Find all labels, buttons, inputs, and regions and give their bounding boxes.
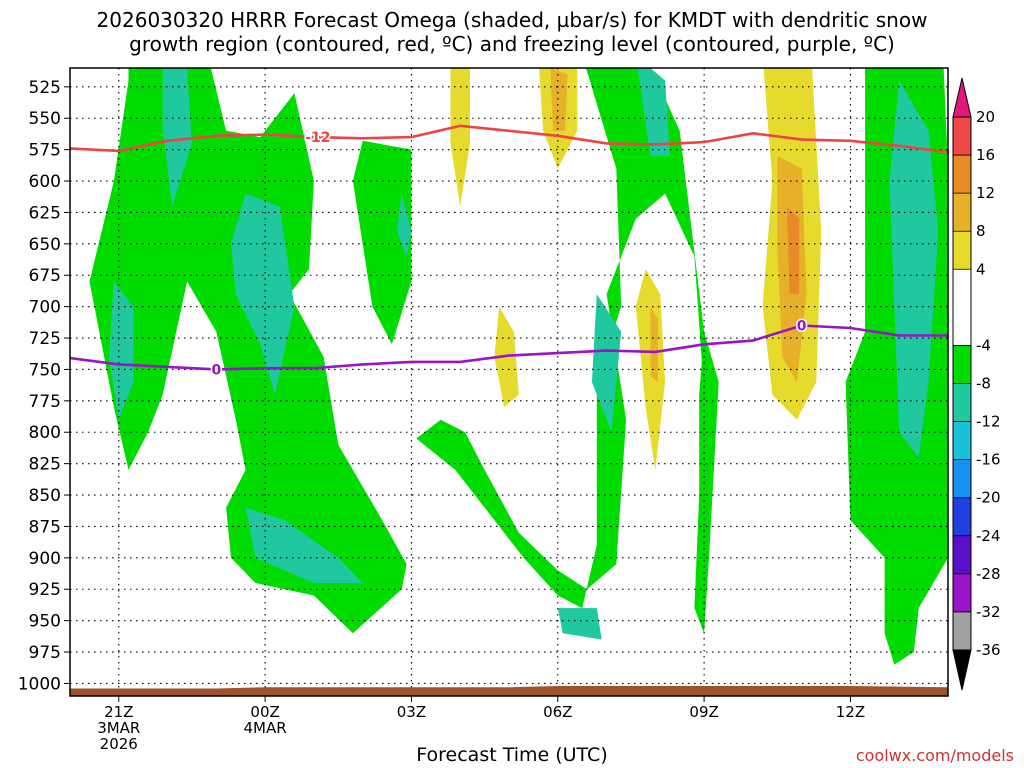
gridlines [70,68,948,696]
y-tick-label: 650 [29,235,61,255]
x-axis-title: Forecast Time (UTC) [416,744,608,766]
colorbar-label: 8 [976,222,986,240]
y-tick-label: 1000 [18,674,61,694]
contour-label: -12 [305,130,330,146]
contour-lines: -12 0 0 [70,124,948,380]
contour-freezing-level [70,324,948,371]
x-tick-label: 4MAR [244,719,287,737]
colorbar-label: -24 [976,527,1001,545]
omega-region [416,68,705,609]
colorbar: 20 16 12 8 4 -4 -8 -12 -16 -20 -24 -28 -32 -36 [952,77,1001,691]
colorbar-label: -4 [976,336,991,354]
x-tick-label: 2026 [100,735,138,753]
colorbar-label: -8 [976,375,991,393]
omega-region [89,68,407,634]
colorbar-label: 12 [976,184,995,202]
chart-title-line1: 2026030320 HRRR Forecast Omega (shaded, … [96,8,928,32]
colorbar-bin [953,611,971,650]
y-tick-label: 600 [29,172,61,192]
omega-region [231,193,295,395]
colorbar-label: -28 [976,565,1001,583]
omega-region [550,68,568,131]
credit-link[interactable]: coolwx.com/models [855,746,1014,765]
x-tick-label: 09Z [689,703,718,721]
contour-dendritic-growth [70,124,948,154]
colorbar-label: -16 [976,451,1001,469]
x-tick-label: 00Z [250,703,279,721]
colorbar-bin [953,497,971,536]
omega-region [396,193,412,257]
y-tick-label: 750 [29,360,61,380]
omega-region [591,294,622,433]
y-tick-label: 825 [29,455,61,475]
omega-region [637,68,670,156]
x-tick-label: 06Z [543,703,572,721]
colorbar-label: -32 [976,603,1001,621]
x-tick-label: 12Z [836,703,865,721]
colorbar-bin [953,193,971,232]
y-tick-label: 875 [29,517,61,537]
colorbar-bin [953,155,971,194]
x-tick-label: 21Z [104,703,133,721]
colorbar-bin [953,269,971,346]
y-tick-label: 900 [29,549,61,569]
colorbar-label: 16 [976,146,995,164]
y-tick-label: 800 [29,423,61,443]
x-tick-label: 03Z [397,703,426,721]
omega-region [650,306,658,382]
colorbar-bin [953,231,971,270]
ground-band [70,685,948,696]
colorbar-bin [953,383,971,422]
colorbar-top-arrow [952,77,972,118]
contour-label: 0 [211,362,221,378]
colorbar-bin [953,421,971,460]
colorbar-label: 20 [976,108,995,126]
y-tick-label: 975 [29,643,61,663]
y-tick-label: 850 [29,486,61,506]
omega-shading [89,68,948,665]
plot-frame [69,67,949,697]
omega-region [352,140,412,345]
colorbar-bin [953,459,971,498]
colorbar-label: -20 [976,489,1001,507]
omega-region [889,80,939,458]
y-tick-label: 575 [29,141,61,161]
y-tick-label: 525 [29,78,61,98]
y-tick-label: 950 [29,612,61,632]
y-tick-label: 675 [29,266,61,286]
omega-region [450,68,470,207]
colorbar-bin [953,117,971,156]
colorbar-label: 4 [976,260,986,278]
y-tick-label: 725 [29,329,61,349]
omega-region [162,68,192,207]
omega-region [109,281,134,420]
y-tick-label: 925 [29,580,61,600]
y-axis: 525 550 575 600 625 650 675 700 725 750 775 800 825 8… [18,78,70,694]
colorbar-label: -12 [976,413,1001,431]
chart-title-line2: growth region (contoured, red, ºC) and f… [129,32,895,56]
colorbar-label: -36 [976,641,1001,659]
y-tick-label: 775 [29,392,61,412]
x-tick-label: 3MAR [97,719,140,737]
colorbar-bottom-arrow [952,649,972,691]
omega-region [557,608,602,640]
y-tick-label: 625 [29,203,61,223]
colorbar-bin [953,573,971,612]
y-tick-label: 550 [29,109,61,129]
y-tick-label: 700 [29,298,61,318]
contour-label: 0 [797,318,807,334]
ground-surface [70,685,948,696]
omega-region [787,206,800,295]
colorbar-bin [953,535,971,574]
colorbar-bin [953,345,971,384]
